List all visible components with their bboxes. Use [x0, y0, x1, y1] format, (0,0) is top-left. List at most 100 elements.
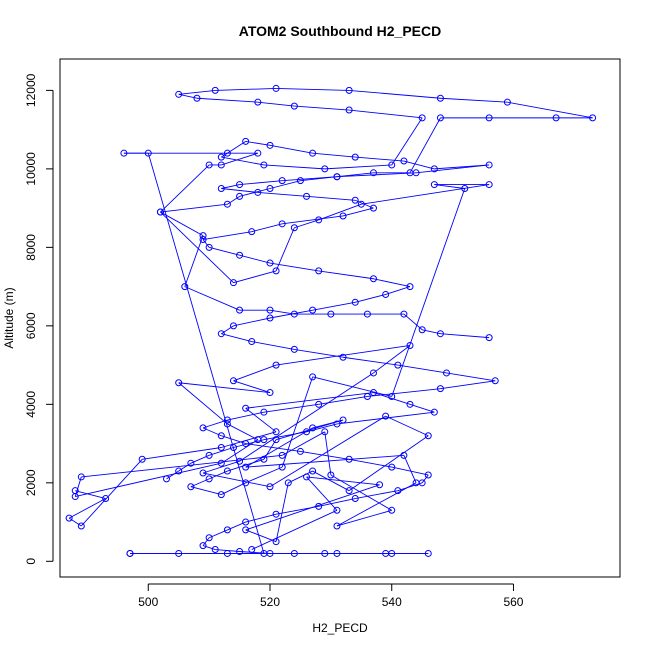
data-point	[254, 188, 262, 196]
data-point	[290, 549, 298, 557]
data-point	[388, 506, 396, 514]
data-point	[217, 153, 225, 161]
series-line-segment	[385, 286, 411, 295]
data-point	[217, 491, 225, 499]
data-point	[248, 228, 256, 236]
y-tick-label: 8000	[24, 234, 38, 261]
data-point	[303, 428, 311, 436]
series-line-segment	[446, 372, 496, 382]
series-line-segment	[276, 87, 350, 91]
data-point	[503, 98, 511, 106]
series-line-segment	[68, 498, 106, 519]
series-line-segment	[391, 466, 429, 476]
series-line-segment	[318, 498, 356, 507]
series-line-segment	[409, 403, 435, 413]
series-line-segment	[208, 447, 234, 456]
data-point	[144, 149, 152, 157]
series-line-segment	[245, 140, 271, 146]
series-line-segment	[403, 455, 417, 484]
series-line-segment	[312, 152, 356, 158]
data-point	[309, 149, 317, 157]
series-line-segment	[306, 423, 338, 433]
data-point	[242, 518, 250, 526]
data-point	[321, 549, 329, 557]
data-point	[242, 526, 250, 534]
series-line-segment	[233, 380, 271, 393]
data-point	[254, 149, 262, 157]
series-line-segment	[336, 509, 392, 527]
y-tick-label: 0	[24, 558, 38, 565]
data-point	[333, 420, 341, 428]
series-line-segment	[239, 372, 374, 462]
data-point	[491, 377, 499, 385]
series-line-segment	[245, 407, 277, 433]
series-line-segment	[397, 364, 447, 374]
data-point	[138, 455, 146, 463]
series-line-segment	[294, 219, 319, 229]
data-point	[345, 86, 353, 94]
data-point	[211, 86, 219, 94]
series-line-segment	[251, 341, 295, 350]
data-point	[260, 436, 268, 444]
series-line-segment	[184, 235, 204, 287]
series-line-segment	[355, 156, 404, 162]
data-point	[369, 389, 377, 397]
series-line-segment	[318, 270, 374, 280]
series-line-segment	[221, 333, 252, 342]
data-point	[71, 487, 79, 495]
series-line-segment	[416, 164, 490, 174]
y-tick-label: 2000	[24, 469, 38, 496]
series-line-segment	[373, 278, 411, 288]
data-point	[120, 149, 128, 157]
data-point	[339, 353, 347, 361]
series-line-segment	[355, 294, 386, 303]
data-point	[424, 432, 432, 440]
data-point	[242, 479, 250, 487]
data-point	[278, 451, 286, 459]
series-line-segment	[318, 396, 368, 405]
data-point	[236, 192, 244, 200]
series-line-segment	[202, 231, 252, 240]
series-line-segment	[440, 97, 508, 103]
series-2	[120, 149, 493, 557]
data-point	[369, 275, 377, 283]
series-line-segment	[221, 431, 277, 448]
series-line-segment	[349, 458, 392, 468]
data-point	[351, 298, 359, 306]
data-point	[205, 534, 213, 542]
series-line-segment	[202, 419, 228, 429]
series-line-segment	[202, 537, 210, 546]
y-tick-label: 12000	[24, 73, 38, 107]
data-point	[363, 310, 371, 318]
data-point	[382, 290, 390, 298]
data-point	[303, 192, 311, 200]
series-line-segment	[75, 462, 222, 497]
data-point	[485, 161, 493, 169]
data-point	[309, 373, 317, 381]
data-point	[315, 216, 323, 224]
data-point	[321, 428, 329, 436]
series-line-segment	[288, 470, 313, 484]
data-point	[236, 251, 244, 259]
series-line-segment	[440, 333, 490, 339]
data-point	[430, 408, 438, 416]
series-line-segment	[227, 458, 265, 472]
data-point	[175, 379, 183, 387]
data-point	[229, 279, 237, 287]
data-point	[485, 181, 493, 189]
data-point	[223, 149, 231, 157]
data-point	[193, 94, 201, 102]
series-line-segment	[385, 415, 429, 437]
series-line-segment	[239, 254, 271, 264]
data-point	[217, 459, 225, 467]
x-tick-label: 540	[382, 595, 402, 609]
data-point	[199, 424, 207, 432]
data-point	[388, 463, 396, 471]
data-point	[333, 522, 341, 530]
data-point	[229, 444, 237, 451]
data-point	[217, 444, 225, 451]
series-3	[65, 389, 438, 530]
series-line-segment	[227, 195, 240, 205]
series-line-segment	[233, 270, 277, 284]
